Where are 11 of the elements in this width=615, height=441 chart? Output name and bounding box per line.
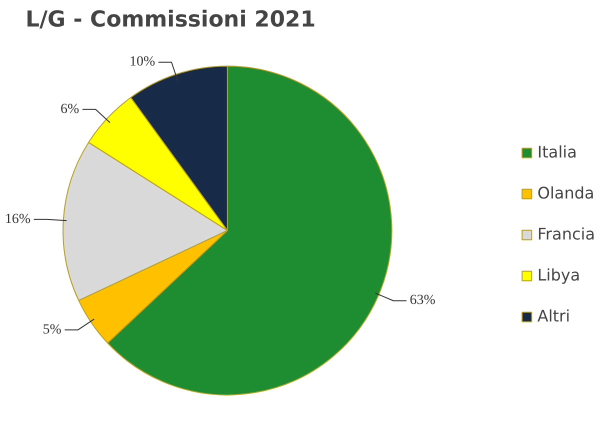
data-label: 10% bbox=[129, 54, 156, 70]
legend-label: Francia bbox=[537, 224, 595, 244]
data-label: 6% bbox=[60, 102, 80, 117]
data-label: 63% bbox=[410, 293, 436, 308]
legend-label: Italia bbox=[537, 142, 577, 162]
legend-label: Altri bbox=[537, 306, 570, 326]
legend-label: Olanda bbox=[537, 184, 594, 202]
data-label: 16% bbox=[4, 212, 31, 227]
chart-title: L/G - Commissioni 2021 bbox=[26, 8, 316, 32]
legend-label: Libya bbox=[537, 266, 580, 284]
data-label: 5% bbox=[42, 322, 62, 338]
